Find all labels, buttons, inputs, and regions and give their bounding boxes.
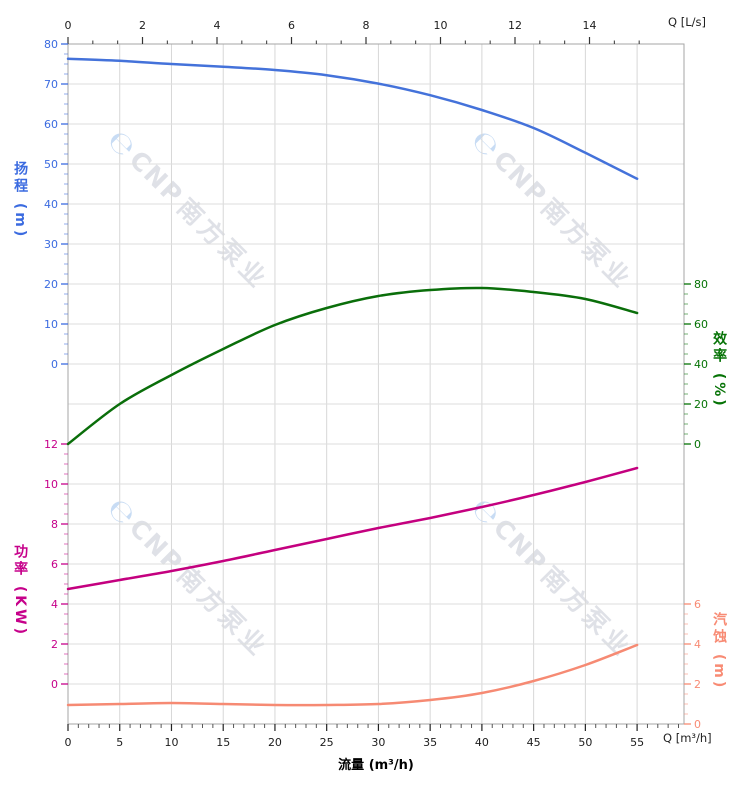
top-axis-tick-label: 8 xyxy=(363,19,370,32)
power-axis-tick-label: 8 xyxy=(51,518,58,531)
top-axis-tick-label: 12 xyxy=(508,19,522,32)
npsh-curve xyxy=(66,643,639,707)
head-axis-tick-label: 0 xyxy=(51,358,58,371)
power-axis-tick-label: 6 xyxy=(51,558,58,571)
efficiency-axis-tick-label: 60 xyxy=(694,318,708,331)
npsh-axis-tick-label: 0 xyxy=(694,718,701,731)
power-axis-tick-label: 12 xyxy=(44,438,58,451)
power-axis-tick-label: 4 xyxy=(51,598,58,611)
top-axis-tick-label: 4 xyxy=(214,19,221,32)
efficiency-axis-title: 效率 (%) xyxy=(711,331,728,409)
top-axis-tick-label: 0 xyxy=(65,19,72,32)
head-axis-tick-label: 80 xyxy=(44,38,58,51)
bottom-axis-tick-label: 10 xyxy=(164,736,178,749)
head-axis-tick-label: 60 xyxy=(44,118,58,131)
efficiency-axis-tick-label: 20 xyxy=(694,398,708,411)
bottom-axis-tick-label: 35 xyxy=(423,736,437,749)
head-axis-tick-label: 30 xyxy=(44,238,58,251)
npsh-axis-title: 汽蚀 (m) xyxy=(711,612,728,691)
top-axis-tick-label: 6 xyxy=(288,19,295,32)
bottom-axis-tick-label: 45 xyxy=(527,736,541,749)
head-curve xyxy=(66,57,639,181)
bottom-axis-tick-label: 15 xyxy=(216,736,230,749)
power-axis-tick-label: 10 xyxy=(44,478,58,491)
bottom-axis-tick-label: 25 xyxy=(320,736,334,749)
efficiency-axis-tick-label: 40 xyxy=(694,358,708,371)
bottom-axis-tick-label: 40 xyxy=(475,736,489,749)
power-axis-tick-label: 0 xyxy=(51,678,58,691)
efficiency-curve xyxy=(66,286,639,446)
power-axis-title: 功率 (KW) xyxy=(12,544,29,637)
bottom-axis-tick-label: 50 xyxy=(578,736,592,749)
power-curve xyxy=(66,466,639,591)
top-axis-tick-label: 14 xyxy=(583,19,597,32)
bottom-axis-tick-label: 20 xyxy=(268,736,282,749)
bottom-axis-tick-label: 0 xyxy=(65,736,72,749)
efficiency-axis-tick-label: 80 xyxy=(694,278,708,291)
plot-border xyxy=(67,43,685,725)
flow-axis-title: 流量 (m³/h) xyxy=(338,758,414,773)
bottom-axis-tick-label: 5 xyxy=(116,736,123,749)
top-axis-unit-label: Q [L/s] xyxy=(668,15,706,29)
bottom-axis-tick-label: 30 xyxy=(371,736,385,749)
head-axis-tick-label: 10 xyxy=(44,318,58,331)
head-axis-tick-label: 70 xyxy=(44,78,58,91)
bottom-axis-unit-label: Q [m³/h] xyxy=(663,731,712,745)
head-axis-title: 扬程 (m) xyxy=(12,161,29,240)
npsh-axis-tick-label: 4 xyxy=(694,638,701,651)
efficiency-axis-tick-label: 0 xyxy=(694,438,701,451)
npsh-axis-tick-label: 6 xyxy=(694,598,701,611)
bottom-axis-tick-label: 55 xyxy=(630,736,644,749)
head-axis-tick-label: 20 xyxy=(44,278,58,291)
head-axis-tick-label: 40 xyxy=(44,198,58,211)
top-axis-tick-label: 2 xyxy=(139,19,146,32)
head-axis-tick-label: 50 xyxy=(44,158,58,171)
power-axis-tick-label: 2 xyxy=(51,638,58,651)
npsh-axis-tick-label: 2 xyxy=(694,678,701,691)
top-axis-tick-label: 10 xyxy=(434,19,448,32)
